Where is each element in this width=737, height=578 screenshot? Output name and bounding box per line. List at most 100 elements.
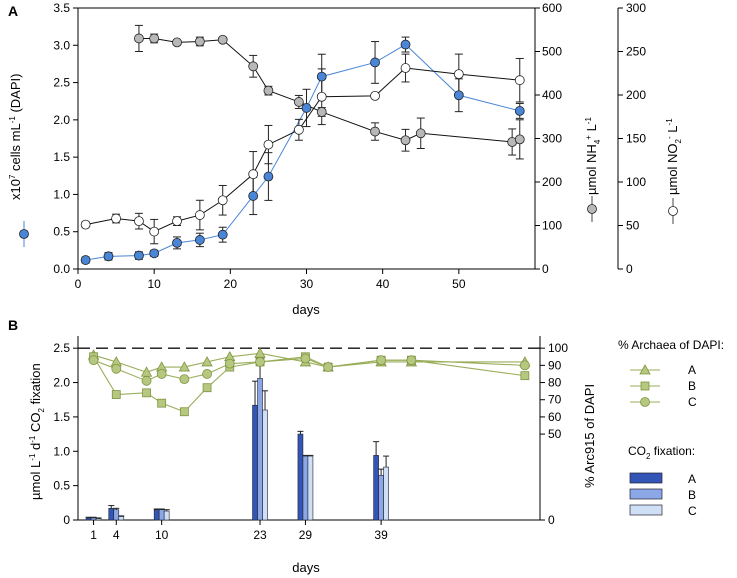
data-point-mid bbox=[293, 97, 304, 107]
archaea-point-c bbox=[224, 358, 235, 369]
left-label-rest: cells mL bbox=[8, 123, 23, 174]
panel-b-right-ticks: 0 50 60 70 80 90 100 bbox=[540, 341, 568, 527]
co2-legend-label: B bbox=[688, 488, 696, 502]
data-point-left bbox=[514, 106, 525, 116]
right-tick-label: 300 bbox=[626, 1, 646, 15]
b-left-tick-label: 0.5 bbox=[53, 479, 70, 493]
data-point-left bbox=[263, 171, 274, 182]
archaea-legend-label: B bbox=[688, 379, 696, 393]
mid-label-a: µmol NH bbox=[584, 144, 599, 195]
archaea-point-a bbox=[254, 347, 266, 358]
data-point-right bbox=[111, 213, 121, 224]
x-tick-label: 50 bbox=[452, 277, 466, 291]
panel-a: 0.00.51.01.52.02.53.03.5 010020030040050… bbox=[8, 1, 683, 317]
archaea-point-c bbox=[519, 360, 530, 371]
mid-tick-label: 200 bbox=[542, 175, 562, 189]
archaea-point-c bbox=[156, 369, 167, 379]
data-point-right bbox=[194, 210, 205, 220]
svg-text:µmol NO2- L-1: µmol NO2- L-1 bbox=[665, 118, 683, 195]
panel-a-x-ticks: 0 10 20 30 40 50 bbox=[75, 269, 466, 291]
archaea-legend-marker bbox=[640, 397, 650, 407]
panel-a-mid-axis-label: µmol NH4+ L-1 bbox=[584, 117, 602, 222]
bar-b bbox=[378, 475, 384, 521]
co2-legend-swatch bbox=[629, 504, 663, 516]
mid-legend-marker bbox=[587, 204, 597, 214]
archaea-point-b bbox=[520, 371, 530, 381]
data-point-right bbox=[263, 139, 274, 150]
bar-a bbox=[373, 455, 379, 521]
panel-a-label: A bbox=[8, 3, 18, 19]
data-point-right bbox=[217, 195, 228, 206]
bar-a bbox=[85, 517, 92, 521]
mid-label-sup2: -1 bbox=[584, 117, 593, 125]
left-tick-label: 0.5 bbox=[53, 225, 70, 239]
archaea-legend-label: C bbox=[688, 395, 697, 409]
data-point-mid bbox=[194, 36, 205, 47]
bar-c bbox=[262, 409, 268, 521]
panel-a-left-axis-label: x107 cells mL-1 (DAPI) bbox=[8, 74, 29, 247]
b-right-tick-label: 90 bbox=[548, 358, 562, 372]
bar-c bbox=[95, 518, 102, 521]
mid-tick-label: 100 bbox=[542, 219, 562, 233]
right-label-sup: - bbox=[665, 136, 674, 139]
bar-b bbox=[257, 378, 263, 521]
series-line-left bbox=[85, 43, 520, 261]
panel-a-xlabel: days bbox=[292, 302, 320, 317]
panel-b-bars bbox=[85, 362, 390, 521]
archaea-point-b bbox=[111, 390, 121, 399]
b-right-tick-label: 100 bbox=[548, 341, 568, 355]
data-point-mid bbox=[217, 34, 228, 45]
mid-label-sub: 4 bbox=[593, 139, 602, 144]
right-tick-label: 200 bbox=[626, 88, 646, 102]
b-right-tick-label: 80 bbox=[548, 376, 562, 390]
archaea-point-b bbox=[142, 388, 151, 398]
data-point-left bbox=[217, 229, 228, 240]
bar-c bbox=[163, 510, 170, 521]
archaea-point-c bbox=[111, 363, 122, 374]
b-x-tick-label: 10 bbox=[155, 528, 169, 542]
b-x-tick-label: 1 bbox=[90, 528, 97, 542]
data-point-right bbox=[400, 63, 411, 73]
data-point-left bbox=[400, 39, 411, 50]
archaea-point-c bbox=[88, 355, 99, 366]
mid-tick-label: 400 bbox=[542, 88, 562, 102]
panel-b-right-axis-label: % Arc915 of DAPI bbox=[582, 384, 597, 488]
bar-c bbox=[118, 516, 125, 521]
left-tick-label: 1.5 bbox=[53, 150, 70, 164]
bar-a bbox=[153, 509, 160, 521]
left-tick-label: 3.0 bbox=[53, 38, 70, 52]
left-label-end: (DAPI) bbox=[8, 74, 23, 117]
archaea-point-c bbox=[202, 369, 212, 379]
archaea-point-b bbox=[179, 407, 189, 417]
bar-c bbox=[307, 455, 314, 521]
left-tick-label: 0.0 bbox=[53, 262, 70, 276]
b-right-tick-label: 0 bbox=[548, 513, 555, 527]
x-tick-label: 30 bbox=[300, 277, 314, 291]
panel-a-right-axis-label: µmol NO2- L-1 bbox=[665, 118, 683, 224]
data-point-right bbox=[370, 90, 380, 101]
panel-b-x-ticks: 1 4 10 23 29 39 bbox=[90, 520, 388, 542]
b-left-tick-label: 1.0 bbox=[53, 444, 70, 458]
archaea-point-c bbox=[376, 355, 387, 366]
mid-label-b: L bbox=[584, 124, 599, 135]
b-x-tick-label: 23 bbox=[253, 528, 267, 542]
data-point-right bbox=[134, 216, 144, 227]
archaea-legend-label: A bbox=[688, 363, 696, 377]
data-point-left bbox=[172, 237, 182, 248]
panel-b-left-axis-label: µmol L-1 d-1 CO2 fixation bbox=[28, 363, 46, 500]
left-tick-label: 2.0 bbox=[53, 113, 70, 127]
panel-a-right-ticks: 0 50 100 150 200 250 300 bbox=[618, 1, 646, 276]
right-label-b: L bbox=[665, 125, 680, 136]
data-point-mid bbox=[400, 135, 411, 146]
data-point-mid bbox=[248, 61, 259, 72]
data-point-right bbox=[293, 124, 304, 135]
data-point-mid bbox=[370, 126, 380, 137]
archaea-point-a bbox=[140, 366, 153, 377]
right-label-a: µmol NO bbox=[665, 143, 680, 195]
archaea-point-c bbox=[323, 362, 334, 372]
archaea-point-b bbox=[202, 383, 212, 393]
mid-tick-label: 500 bbox=[542, 45, 562, 59]
data-point-left bbox=[453, 90, 464, 101]
bar-b bbox=[113, 509, 120, 521]
